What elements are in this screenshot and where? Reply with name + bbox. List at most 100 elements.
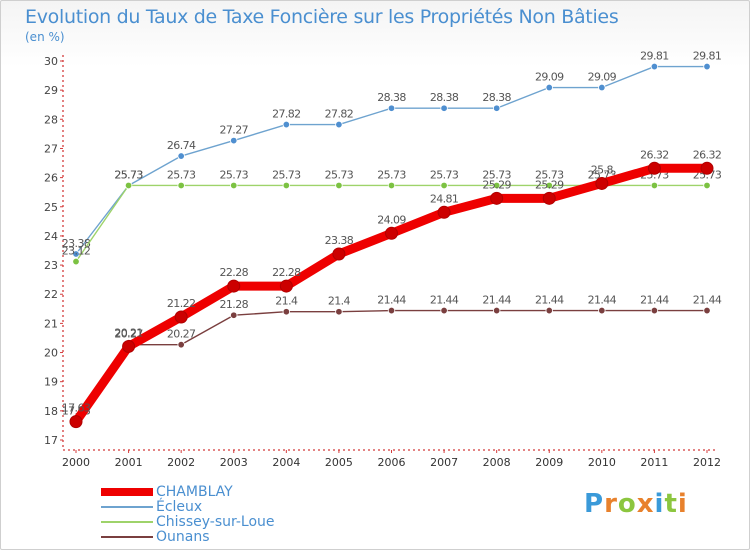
data-label: 25.73 bbox=[114, 168, 143, 181]
data-point bbox=[542, 191, 556, 205]
data-label: 21.44 bbox=[482, 294, 511, 307]
legend-swatch-chamblay bbox=[101, 488, 153, 496]
legend-swatch-ecleux bbox=[101, 506, 153, 508]
data-point bbox=[647, 161, 661, 175]
data-point bbox=[545, 181, 553, 190]
data-label: 28.38 bbox=[377, 91, 406, 104]
data-label: 25.73 bbox=[325, 168, 354, 181]
data-point bbox=[437, 205, 451, 219]
data-label: 24.09 bbox=[377, 213, 406, 226]
y-tick-label: 23 bbox=[44, 259, 58, 272]
y-unit-label: (en %) bbox=[25, 30, 65, 44]
data-point bbox=[335, 120, 343, 129]
y-tick-label: 22 bbox=[44, 288, 58, 301]
data-point bbox=[332, 247, 346, 261]
legend-item-ecleux[interactable]: Écleux bbox=[101, 499, 361, 515]
data-label: 25.8 bbox=[591, 163, 614, 176]
data-point bbox=[703, 181, 711, 190]
data-point bbox=[282, 181, 291, 190]
data-label: 27.82 bbox=[325, 108, 354, 121]
data-label: 25.73 bbox=[114, 168, 143, 181]
x-tick-label: 2006 bbox=[378, 456, 406, 469]
data-label: 25.73 bbox=[482, 168, 511, 181]
proxiti-logo: Proxiti bbox=[584, 489, 688, 519]
data-label: 29.81 bbox=[693, 50, 722, 63]
logo-letter: t bbox=[664, 489, 678, 519]
data-point bbox=[598, 306, 606, 315]
data-label: 17.63 bbox=[62, 402, 91, 415]
x-tick-label: 2008 bbox=[483, 456, 511, 469]
data-label: 25.73 bbox=[430, 168, 459, 181]
data-label: 26.32 bbox=[693, 148, 722, 161]
data-point bbox=[230, 311, 238, 319]
data-label: 21.44 bbox=[377, 294, 406, 307]
data-label: 25.29 bbox=[482, 178, 511, 191]
data-label: 21.28 bbox=[220, 298, 249, 311]
data-point bbox=[122, 339, 136, 353]
data-point bbox=[440, 181, 448, 190]
y-tick-label: 21 bbox=[44, 317, 58, 330]
data-point bbox=[174, 310, 188, 324]
data-label: 25.73 bbox=[220, 168, 249, 181]
data-label: 20.21 bbox=[114, 326, 143, 339]
data-point bbox=[385, 226, 398, 240]
data-point bbox=[440, 104, 448, 112]
data-point bbox=[492, 104, 501, 112]
y-tick-label: 26 bbox=[44, 172, 58, 185]
x-tick-label: 2004 bbox=[272, 456, 300, 469]
logo-letter: r bbox=[604, 489, 618, 519]
legend-swatch-ounans bbox=[101, 536, 153, 538]
data-point bbox=[227, 279, 241, 293]
data-point bbox=[545, 83, 553, 92]
x-tick-label: 2003 bbox=[220, 456, 248, 469]
y-tick-label: 25 bbox=[44, 201, 58, 214]
data-label: 27.27 bbox=[220, 124, 249, 137]
data-point bbox=[650, 181, 659, 190]
data-point bbox=[595, 176, 609, 190]
data-point bbox=[177, 340, 185, 349]
data-label: 21.22 bbox=[167, 297, 196, 310]
x-tick-label: 2002 bbox=[167, 456, 195, 469]
x-tick-label: 2005 bbox=[325, 456, 353, 469]
legend-item-chissey[interactable]: Chissey-sur-Loue bbox=[101, 514, 361, 530]
data-label: 21.4 bbox=[328, 295, 351, 308]
legend-label-chissey: Chissey-sur-Loue bbox=[156, 514, 275, 530]
data-point bbox=[545, 306, 553, 315]
data-label: 21.44 bbox=[640, 294, 669, 307]
data-label: 28.38 bbox=[430, 91, 459, 104]
data-point bbox=[700, 161, 714, 175]
x-tick-label: 2012 bbox=[693, 456, 721, 469]
legend: CHAMBLAY Écleux Chissey-sur-Loue Ounans bbox=[101, 484, 361, 545]
data-point bbox=[387, 104, 396, 112]
data-point bbox=[440, 306, 448, 315]
data-point bbox=[598, 83, 606, 92]
y-tick-label: 19 bbox=[44, 376, 58, 389]
legend-item-chamblay[interactable]: CHAMBLAY bbox=[101, 484, 361, 500]
data-label: 20.27 bbox=[167, 328, 196, 341]
data-label: 26.74 bbox=[167, 139, 196, 152]
logo-letter: i bbox=[654, 489, 665, 519]
data-label: 21.44 bbox=[535, 294, 564, 307]
data-label: 21.4 bbox=[275, 295, 298, 308]
data-point bbox=[650, 62, 659, 71]
data-point bbox=[282, 308, 291, 316]
data-point bbox=[177, 152, 185, 160]
legend-item-ounans[interactable]: Ounans bbox=[101, 529, 361, 545]
data-label: 29.81 bbox=[640, 50, 669, 63]
legend-label-ounans: Ounans bbox=[156, 529, 210, 545]
logo-letter: x bbox=[636, 489, 655, 519]
data-label: 25.73 bbox=[377, 168, 406, 181]
data-point bbox=[230, 181, 238, 190]
data-point bbox=[703, 62, 711, 71]
data-point bbox=[490, 191, 504, 205]
data-label: 22.28 bbox=[272, 266, 301, 279]
data-point bbox=[279, 279, 293, 293]
data-label: 25.73 bbox=[167, 168, 196, 181]
data-point bbox=[335, 308, 343, 316]
x-tick-label: 2007 bbox=[430, 456, 458, 469]
data-point bbox=[177, 181, 185, 190]
data-point bbox=[282, 120, 291, 129]
data-point bbox=[387, 306, 396, 315]
